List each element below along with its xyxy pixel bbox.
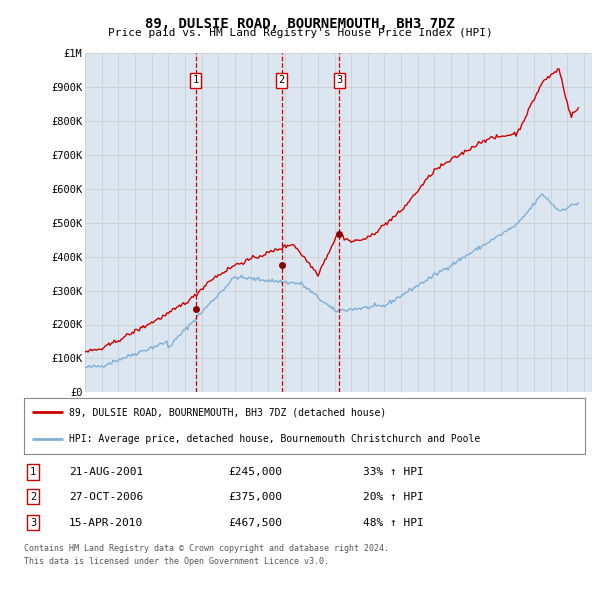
- Text: £375,000: £375,000: [228, 492, 282, 502]
- Text: £245,000: £245,000: [228, 467, 282, 477]
- Text: 48% ↑ HPI: 48% ↑ HPI: [363, 518, 424, 527]
- Text: 20% ↑ HPI: 20% ↑ HPI: [363, 492, 424, 502]
- Text: 2: 2: [278, 76, 285, 85]
- Text: This data is licensed under the Open Government Licence v3.0.: This data is licensed under the Open Gov…: [24, 558, 329, 566]
- Text: 2: 2: [30, 492, 36, 502]
- Text: 1: 1: [30, 467, 36, 477]
- Text: 33% ↑ HPI: 33% ↑ HPI: [363, 467, 424, 477]
- Text: 3: 3: [30, 518, 36, 527]
- Text: 89, DULSIE ROAD, BOURNEMOUTH, BH3 7DZ (detached house): 89, DULSIE ROAD, BOURNEMOUTH, BH3 7DZ (d…: [69, 407, 386, 417]
- Text: 15-APR-2010: 15-APR-2010: [69, 518, 143, 527]
- Text: 27-OCT-2006: 27-OCT-2006: [69, 492, 143, 502]
- Text: 1: 1: [193, 76, 199, 85]
- Text: Contains HM Land Registry data © Crown copyright and database right 2024.: Contains HM Land Registry data © Crown c…: [24, 545, 389, 553]
- Text: 89, DULSIE ROAD, BOURNEMOUTH, BH3 7DZ: 89, DULSIE ROAD, BOURNEMOUTH, BH3 7DZ: [145, 17, 455, 31]
- Text: Price paid vs. HM Land Registry's House Price Index (HPI): Price paid vs. HM Land Registry's House …: [107, 28, 493, 38]
- Text: £467,500: £467,500: [228, 518, 282, 527]
- Text: 21-AUG-2001: 21-AUG-2001: [69, 467, 143, 477]
- Text: 3: 3: [336, 76, 343, 85]
- Text: HPI: Average price, detached house, Bournemouth Christchurch and Poole: HPI: Average price, detached house, Bour…: [69, 434, 480, 444]
